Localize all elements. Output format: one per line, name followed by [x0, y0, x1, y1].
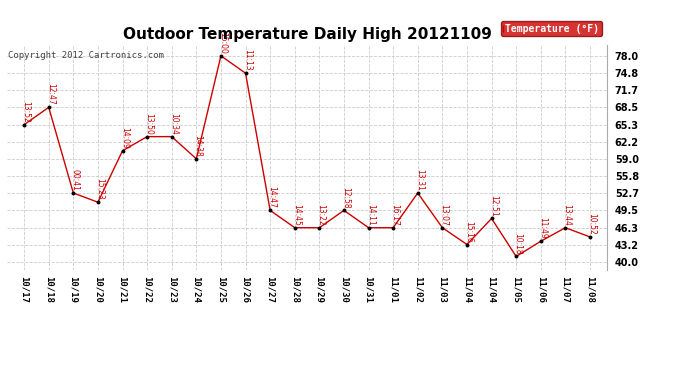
Text: 12:58: 12:58 — [341, 187, 351, 208]
Text: 16:17: 16:17 — [391, 204, 400, 225]
Text: 13:07: 13:07 — [440, 204, 449, 225]
Text: 11:13: 11:13 — [243, 50, 252, 71]
Point — [560, 225, 571, 231]
Legend: Temperature (°F): Temperature (°F) — [500, 21, 602, 36]
Point — [240, 70, 251, 76]
Text: 14:47: 14:47 — [267, 186, 277, 208]
Point — [462, 242, 473, 248]
Point — [191, 156, 202, 162]
Point — [412, 190, 423, 196]
Text: 10:52: 10:52 — [587, 213, 596, 235]
Text: 10:18: 10:18 — [513, 232, 522, 254]
Point — [43, 104, 55, 110]
Point — [265, 207, 276, 213]
Point — [437, 225, 448, 231]
Text: 13:31: 13:31 — [415, 169, 424, 191]
Point — [68, 190, 79, 196]
Point — [141, 134, 152, 140]
Point — [338, 207, 349, 213]
Point — [215, 53, 226, 59]
Point — [363, 225, 374, 231]
Point — [117, 148, 128, 154]
Text: 11:49: 11:49 — [538, 217, 547, 239]
Point — [314, 225, 325, 231]
Point — [535, 238, 546, 244]
Point — [486, 216, 497, 222]
Text: 12:51: 12:51 — [489, 195, 497, 216]
Text: 15:16: 15:16 — [464, 220, 473, 242]
Point — [166, 134, 177, 140]
Point — [19, 122, 30, 128]
Text: 13:44: 13:44 — [562, 204, 571, 225]
Text: 00:41: 00:41 — [70, 169, 79, 191]
Point — [511, 254, 522, 260]
Point — [388, 225, 399, 231]
Text: 13:50: 13:50 — [144, 112, 153, 135]
Text: 14:09: 14:09 — [120, 127, 129, 148]
Text: 13:22: 13:22 — [317, 204, 326, 225]
Text: 12:47: 12:47 — [46, 83, 55, 105]
Point — [289, 225, 300, 231]
Title: Outdoor Temperature Daily High 20121109: Outdoor Temperature Daily High 20121109 — [123, 27, 491, 42]
Text: Copyright 2012 Cartronics.com: Copyright 2012 Cartronics.com — [8, 51, 164, 60]
Text: 13:52: 13:52 — [21, 101, 30, 123]
Text: 14:11: 14:11 — [366, 204, 375, 225]
Text: 10:34: 10:34 — [169, 112, 178, 135]
Text: 14:45: 14:45 — [292, 204, 301, 225]
Text: 15:00: 15:00 — [218, 32, 227, 54]
Text: 14:38: 14:38 — [194, 135, 203, 157]
Point — [92, 199, 104, 205]
Point — [584, 234, 595, 240]
Text: 15:23: 15:23 — [95, 178, 104, 200]
